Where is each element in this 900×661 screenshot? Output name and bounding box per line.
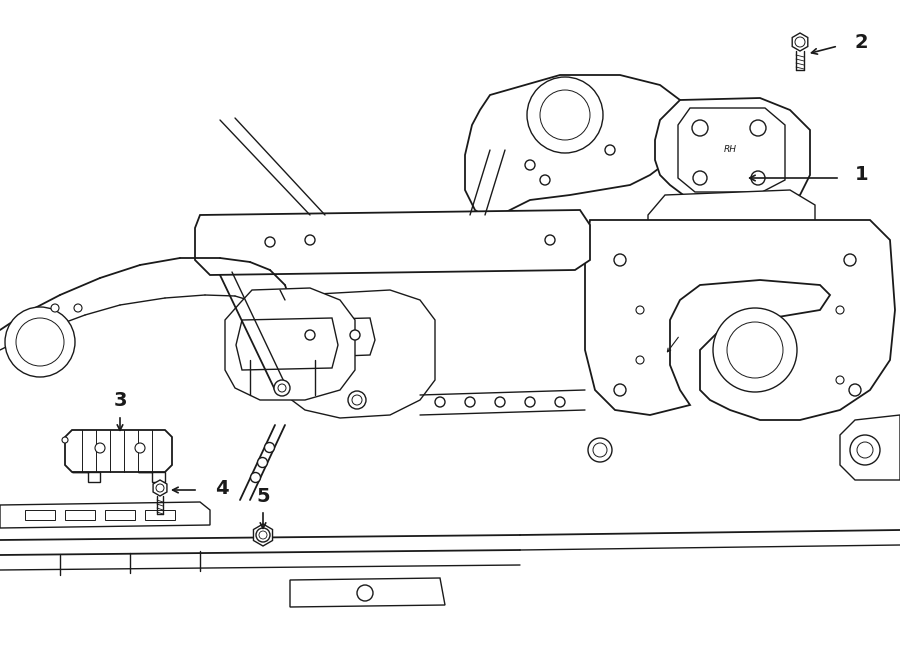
Circle shape — [527, 77, 603, 153]
Circle shape — [250, 473, 260, 483]
Polygon shape — [795, 240, 820, 258]
Circle shape — [259, 531, 267, 539]
Polygon shape — [225, 288, 355, 400]
Polygon shape — [153, 480, 166, 496]
Circle shape — [605, 145, 615, 155]
Circle shape — [51, 304, 59, 312]
Polygon shape — [760, 248, 830, 270]
Circle shape — [636, 306, 644, 314]
Circle shape — [693, 171, 707, 185]
Polygon shape — [72, 472, 100, 482]
Polygon shape — [65, 430, 172, 472]
Circle shape — [614, 384, 626, 396]
Circle shape — [495, 397, 505, 407]
Circle shape — [265, 442, 274, 453]
Circle shape — [95, 443, 105, 453]
Polygon shape — [285, 318, 375, 358]
Polygon shape — [648, 190, 815, 252]
Circle shape — [305, 235, 315, 245]
Circle shape — [348, 391, 366, 409]
Circle shape — [435, 397, 445, 407]
Circle shape — [751, 171, 765, 185]
Polygon shape — [655, 98, 810, 210]
Circle shape — [857, 442, 873, 458]
Circle shape — [555, 397, 565, 407]
Text: 3: 3 — [113, 391, 127, 410]
Circle shape — [525, 397, 535, 407]
Circle shape — [692, 120, 708, 136]
Polygon shape — [792, 33, 808, 51]
Polygon shape — [195, 210, 590, 275]
Circle shape — [357, 585, 373, 601]
Circle shape — [836, 376, 844, 384]
Circle shape — [836, 306, 844, 314]
Circle shape — [62, 437, 68, 443]
Circle shape — [5, 307, 75, 377]
Text: RH: RH — [724, 145, 736, 155]
Circle shape — [844, 254, 856, 266]
Text: 1: 1 — [855, 165, 868, 184]
Circle shape — [156, 484, 164, 492]
Circle shape — [135, 443, 145, 453]
Polygon shape — [840, 415, 900, 480]
Polygon shape — [236, 318, 338, 370]
Polygon shape — [65, 510, 95, 520]
Circle shape — [593, 443, 607, 457]
Circle shape — [278, 384, 286, 392]
Polygon shape — [105, 510, 135, 520]
Circle shape — [588, 438, 612, 462]
Polygon shape — [278, 290, 435, 418]
Circle shape — [727, 322, 783, 378]
Circle shape — [750, 120, 766, 136]
Circle shape — [540, 175, 550, 185]
Polygon shape — [648, 230, 670, 255]
Circle shape — [545, 235, 555, 245]
Polygon shape — [585, 220, 895, 420]
Polygon shape — [678, 108, 785, 192]
Circle shape — [540, 90, 590, 140]
Polygon shape — [254, 524, 273, 546]
Polygon shape — [0, 502, 210, 528]
Polygon shape — [290, 578, 445, 607]
Polygon shape — [465, 75, 685, 220]
Circle shape — [265, 237, 275, 247]
Circle shape — [350, 330, 360, 340]
Circle shape — [713, 308, 797, 392]
Text: 4: 4 — [215, 479, 229, 498]
Circle shape — [850, 435, 880, 465]
Text: 5: 5 — [256, 488, 270, 506]
Circle shape — [274, 380, 290, 396]
Circle shape — [614, 254, 626, 266]
Circle shape — [305, 330, 315, 340]
Circle shape — [636, 356, 644, 364]
Circle shape — [256, 528, 270, 542]
Circle shape — [525, 160, 535, 170]
Circle shape — [849, 384, 861, 396]
Polygon shape — [25, 510, 55, 520]
Circle shape — [257, 457, 267, 467]
Circle shape — [465, 397, 475, 407]
Polygon shape — [145, 510, 175, 520]
Text: 2: 2 — [855, 32, 868, 52]
Circle shape — [74, 304, 82, 312]
Polygon shape — [138, 472, 165, 482]
Circle shape — [795, 37, 805, 47]
Circle shape — [16, 318, 64, 366]
Circle shape — [352, 395, 362, 405]
